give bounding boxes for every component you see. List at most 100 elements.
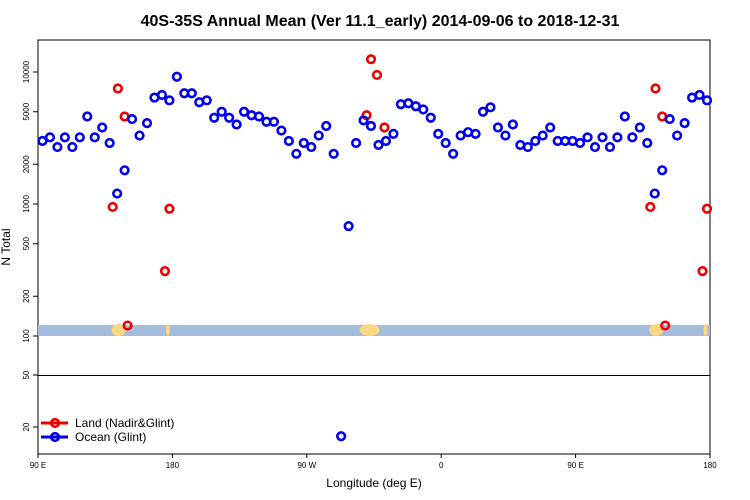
land-point [112, 83, 123, 94]
ocean-point [97, 122, 108, 133]
land-point [159, 266, 171, 277]
x-tick-label: 180 [703, 461, 717, 470]
ocean-point [350, 137, 362, 149]
ocean-point [104, 137, 115, 149]
ocean-point [164, 95, 175, 106]
ocean-point [156, 89, 168, 101]
ocean-point [694, 89, 705, 101]
ocean-point [634, 122, 645, 133]
ocean-point [672, 130, 683, 141]
ocean-point [321, 120, 332, 132]
y-tick-label: 100 [22, 329, 31, 343]
ocean-point [507, 119, 518, 130]
land-point [660, 320, 671, 331]
ocean-point [216, 106, 227, 117]
ocean-point [440, 137, 451, 149]
ocean-point [141, 118, 153, 129]
ocean-point [701, 95, 713, 106]
ocean-point [418, 104, 429, 115]
ocean-point [268, 116, 280, 127]
ocean-point [276, 125, 287, 136]
ocean-point [67, 141, 78, 153]
ocean-point [82, 111, 93, 122]
ocean-point [336, 431, 347, 442]
y-axis-label: N Total [0, 228, 13, 265]
land-new-zealand [703, 324, 708, 336]
ocean-point [59, 132, 70, 143]
land-point [379, 122, 390, 133]
ocean-point [89, 132, 100, 143]
y-axis: 10000 5000 2000 1000 500 200 100 50 20 [22, 60, 38, 431]
x-axis: 90 E 180 90 W 0 90 E 180 [30, 454, 717, 470]
land-strip [111, 324, 708, 336]
land-point [107, 201, 118, 213]
ocean-point [380, 135, 392, 147]
legend-land-marker [49, 417, 61, 429]
ocean-point [545, 122, 556, 133]
ocean-point [209, 112, 220, 123]
land-point [122, 320, 133, 331]
y-tick-label: 10000 [22, 60, 31, 83]
y-tick-label: 5000 [22, 102, 31, 120]
data-points [37, 54, 713, 442]
ocean-point [388, 128, 399, 139]
ocean-point [470, 128, 481, 139]
x-tick-label: 90 W [297, 461, 316, 470]
land-australia [649, 324, 664, 336]
ocean-point [44, 132, 56, 143]
ocean-point [171, 71, 182, 82]
ocean-point [283, 135, 294, 147]
land-point [164, 203, 175, 214]
land-point [645, 201, 656, 213]
y-tick-label: 1000 [22, 195, 31, 213]
ocean-point [500, 130, 511, 141]
ocean-point [649, 188, 660, 199]
ocean-point [477, 106, 489, 117]
x-axis-label: Longitude (deg E) [326, 476, 421, 490]
ocean-point [373, 139, 384, 151]
ocean-point [642, 137, 653, 149]
land-australia [111, 324, 126, 336]
ocean-point [619, 111, 630, 122]
ocean-point [224, 112, 235, 123]
land-point [697, 266, 708, 277]
land-point [365, 54, 377, 65]
ocean-point [201, 95, 212, 106]
ocean-point [52, 141, 63, 153]
ocean-point [627, 132, 638, 143]
ocean-point [485, 102, 496, 113]
legend-land-label: Land (Nadir&Glint) [75, 416, 174, 430]
ocean-point [657, 165, 668, 176]
ocean-point [425, 112, 436, 123]
legend-ocean-label: Ocean (Glint) [75, 430, 146, 444]
ocean-point [134, 130, 145, 141]
ocean-point [253, 111, 265, 122]
ocean-point [298, 137, 309, 149]
y-tick-label: 50 [22, 370, 31, 379]
land-point [701, 203, 713, 214]
y-tick-label: 20 [22, 422, 31, 431]
plot-frame [37, 39, 711, 455]
legend-ocean-marker [49, 431, 61, 443]
ocean-point [112, 188, 123, 199]
ocean-point [358, 115, 369, 126]
land-point [371, 69, 383, 81]
ocean-point [574, 137, 586, 149]
y-tick-label: 2000 [22, 155, 31, 173]
land-point [650, 83, 661, 94]
ocean-point [328, 148, 339, 159]
ocean-point [365, 120, 377, 132]
ocean-point [679, 118, 690, 129]
y-tick-label: 500 [22, 237, 31, 251]
ocean-point [612, 132, 623, 143]
ocean-point [119, 165, 130, 176]
ocean-point [343, 221, 354, 232]
x-tick-label: 0 [439, 461, 444, 470]
ocean-point [530, 135, 541, 147]
ocean-point [186, 88, 197, 99]
ocean-point [522, 141, 533, 153]
ocean-point [597, 132, 608, 143]
ocean-point [492, 122, 504, 133]
x-tick-label: 90 E [30, 461, 46, 470]
